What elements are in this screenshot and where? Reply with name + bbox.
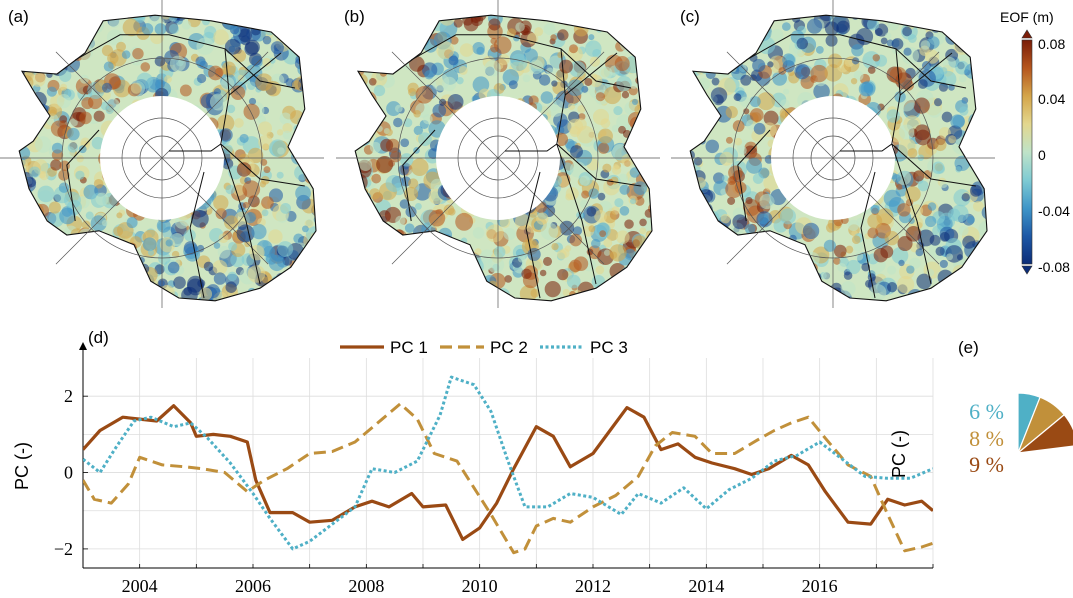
colorbar-tick-1: 0.04 xyxy=(1038,91,1065,107)
colorbar-tick-3: -0.04 xyxy=(1038,203,1070,219)
x-tick-label: 2014 xyxy=(688,576,724,596)
drainage-divide xyxy=(402,129,436,222)
drainage-divide xyxy=(745,34,967,89)
legend: PC 1 PC 2 PC 3 xyxy=(340,338,628,357)
panel-label-d: (d) xyxy=(88,328,109,347)
drainage-divide xyxy=(228,52,282,96)
y-axis-label-right: PC (-) xyxy=(889,430,909,478)
x-tick-label: 2010 xyxy=(462,576,498,596)
series-line-pc2 xyxy=(83,402,933,555)
eof-map-1 xyxy=(0,0,324,308)
y-tick-label: 2 xyxy=(64,386,73,406)
pie-label-1: 6 % xyxy=(969,399,1004,424)
panel-label-b: (b) xyxy=(344,7,365,26)
y-axis-label: PC (-) xyxy=(12,442,32,490)
drainage-divide xyxy=(840,143,893,152)
colorbar: EOF (m) 0.08 0.04 0 -0.04 -0.08 xyxy=(1000,9,1070,275)
drainage-divide xyxy=(891,143,932,285)
colorbar-tick-2: 0 xyxy=(1038,147,1046,163)
drainage-divide xyxy=(220,143,261,285)
drainage-divide xyxy=(410,34,632,89)
drainage-divide xyxy=(169,143,222,152)
drainage-divide xyxy=(189,171,205,299)
x-tick-label: 2008 xyxy=(348,576,384,596)
eof-map-3 xyxy=(671,0,995,308)
drainage-divide xyxy=(737,129,771,222)
y-tick-label: −2 xyxy=(54,539,73,559)
pie-label-2: 8 % xyxy=(969,426,1004,451)
panel-label-c: (c) xyxy=(680,7,700,26)
colorbar-tick-0: 0.08 xyxy=(1038,36,1065,52)
x-tick-label: 2012 xyxy=(575,576,611,596)
drainage-divide xyxy=(556,143,597,285)
pie-label-3: 9 % xyxy=(969,452,1004,477)
axes xyxy=(79,342,934,569)
series-lines xyxy=(83,375,933,555)
drainage-divide xyxy=(525,171,541,299)
tick-labels: 2004 2006 2008 2010 2012 2014 2016 2 0 −2 xyxy=(54,386,838,596)
colorbar-title: EOF (m) xyxy=(1000,9,1054,25)
eof-maps xyxy=(0,0,995,308)
panel-label-e: (e) xyxy=(958,338,979,357)
drainage-divide xyxy=(860,171,876,299)
legend-label-pc3: PC 3 xyxy=(590,338,628,357)
variance-pie-chart: 6 %8 %9 % xyxy=(969,392,1073,477)
y-axis-arrow xyxy=(79,342,87,350)
colorbar-tick-4: -0.08 xyxy=(1038,259,1070,275)
x-tick-label: 2004 xyxy=(122,576,158,596)
legend-label-pc2: PC 2 xyxy=(490,338,528,357)
panel-label-a: (a) xyxy=(8,7,29,26)
drainage-divide xyxy=(505,143,558,152)
series-line-pc3 xyxy=(83,375,933,551)
drainage-divide xyxy=(564,52,618,96)
x-tick-label: 2006 xyxy=(235,576,271,596)
eof-map-2 xyxy=(336,0,660,308)
drainage-divide xyxy=(899,52,953,96)
drainage-divide xyxy=(66,129,100,222)
legend-label-pc1: PC 1 xyxy=(390,338,428,357)
x-tick-label: 2016 xyxy=(802,576,838,596)
y-tick-label: 0 xyxy=(64,463,73,483)
pie-slice-3 xyxy=(1016,413,1073,454)
drainage-divide xyxy=(74,34,296,89)
